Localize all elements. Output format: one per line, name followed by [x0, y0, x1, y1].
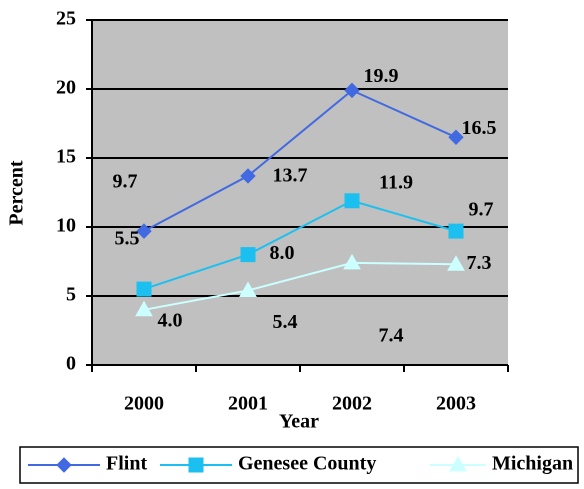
marker	[343, 253, 361, 270]
y-tick-label: 10	[56, 215, 76, 237]
data-label: 5.5	[115, 228, 140, 250]
data-label: 7.3	[467, 252, 492, 274]
y-tick-label: 20	[56, 77, 76, 99]
data-label: 9.7	[469, 199, 494, 221]
data-label: 16.5	[462, 117, 497, 139]
legend-label: Michigan	[492, 453, 573, 475]
data-label: 8.0	[270, 242, 295, 264]
data-label: 19.9	[364, 65, 399, 87]
data-label: 13.7	[273, 165, 308, 187]
marker	[239, 281, 257, 297]
y-tick-label: 15	[56, 146, 76, 168]
marker	[240, 247, 256, 263]
series-line	[143, 261, 457, 311]
series-line	[143, 199, 457, 291]
series-line	[143, 89, 457, 233]
marker	[240, 168, 256, 184]
marker	[136, 223, 152, 239]
data-label: 5.4	[273, 311, 298, 333]
x-axis-label: Year	[279, 411, 319, 433]
marker	[344, 193, 360, 209]
marker	[344, 82, 360, 99]
legend-label: Flint	[106, 453, 147, 475]
data-label: 4.0	[158, 309, 183, 331]
legend-label: Genesee County	[238, 453, 376, 475]
y-tick-label: 25	[56, 8, 76, 30]
data-label: 9.7	[113, 171, 138, 193]
y-tick-label: 0	[66, 353, 76, 375]
marker	[449, 455, 467, 472]
x-tick-label: 2003	[436, 393, 476, 415]
data-label: 11.9	[379, 171, 413, 193]
x-tick-label: 2002	[332, 393, 372, 415]
data-label: 7.4	[379, 324, 404, 346]
x-tick-label: 2001	[228, 393, 268, 415]
x-tick-label: 2000	[124, 393, 164, 415]
marker	[188, 457, 204, 473]
marker	[447, 255, 465, 271]
y-tick-label: 5	[66, 284, 76, 306]
marker	[136, 281, 152, 297]
marker	[448, 129, 464, 146]
y-axis-label: Percent	[6, 160, 28, 225]
marker	[448, 223, 464, 239]
marker	[135, 300, 153, 317]
plot-area	[92, 20, 508, 365]
marker	[56, 457, 72, 473]
